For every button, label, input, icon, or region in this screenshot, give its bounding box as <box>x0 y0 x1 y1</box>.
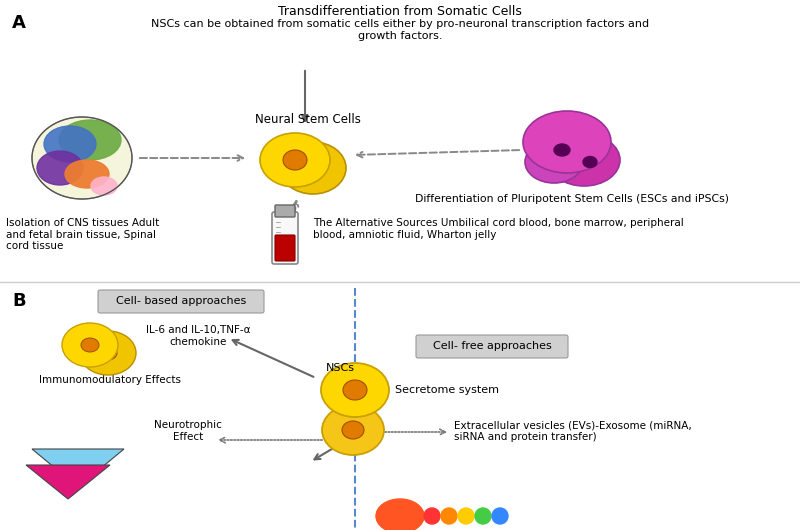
Ellipse shape <box>32 117 132 199</box>
Circle shape <box>475 508 491 524</box>
Ellipse shape <box>44 126 96 162</box>
Text: Secretome system: Secretome system <box>395 385 499 395</box>
Ellipse shape <box>523 111 611 173</box>
Text: Extracellular vesicles (EVs)-Exosome (miRNA,
siRNA and protein transfer): Extracellular vesicles (EVs)-Exosome (mi… <box>454 420 692 441</box>
Ellipse shape <box>376 499 424 530</box>
FancyBboxPatch shape <box>275 235 295 261</box>
Polygon shape <box>26 465 110 499</box>
Text: NSCs: NSCs <box>326 363 354 373</box>
Ellipse shape <box>99 346 117 360</box>
FancyBboxPatch shape <box>272 212 298 264</box>
Text: Cell- based approaches: Cell- based approaches <box>116 296 246 306</box>
Ellipse shape <box>280 142 346 194</box>
FancyBboxPatch shape <box>98 290 264 313</box>
Ellipse shape <box>342 421 364 439</box>
Ellipse shape <box>283 150 307 170</box>
Ellipse shape <box>321 363 389 417</box>
Ellipse shape <box>302 159 324 177</box>
Polygon shape <box>32 449 124 487</box>
Ellipse shape <box>91 177 117 195</box>
Text: Immunomodulatory Effects: Immunomodulatory Effects <box>39 375 181 385</box>
Ellipse shape <box>525 141 583 183</box>
FancyBboxPatch shape <box>416 335 568 358</box>
Circle shape <box>458 508 474 524</box>
Ellipse shape <box>554 144 570 156</box>
Text: IL-6 and IL-10,TNF-α
chemokine: IL-6 and IL-10,TNF-α chemokine <box>146 325 250 347</box>
Text: A: A <box>12 14 26 32</box>
Circle shape <box>492 508 508 524</box>
Ellipse shape <box>37 151 83 185</box>
Ellipse shape <box>81 338 99 352</box>
Ellipse shape <box>65 160 109 188</box>
Text: Cell- free approaches: Cell- free approaches <box>433 341 551 351</box>
Circle shape <box>424 508 440 524</box>
Ellipse shape <box>548 134 620 186</box>
Text: Differentiation of Pluripotent Stem Cells (ESCs and iPSCs): Differentiation of Pluripotent Stem Cell… <box>415 194 729 204</box>
Ellipse shape <box>59 120 121 160</box>
Text: Neural Stem Cells: Neural Stem Cells <box>255 113 361 126</box>
Text: NSCs can be obtained from somatic cells either by pro-neuronal transcription fac: NSCs can be obtained from somatic cells … <box>151 19 649 41</box>
FancyBboxPatch shape <box>275 205 295 217</box>
Text: Isolation of CNS tissues Adult
and fetal brain tissue, Spinal
cord tissue: Isolation of CNS tissues Adult and fetal… <box>6 218 159 251</box>
Ellipse shape <box>62 323 118 367</box>
Text: Transdifferentiation from Somatic Cells: Transdifferentiation from Somatic Cells <box>278 5 522 18</box>
Ellipse shape <box>583 156 597 167</box>
Text: Neurotrophic
Effect: Neurotrophic Effect <box>154 420 222 441</box>
Circle shape <box>441 508 457 524</box>
Ellipse shape <box>260 133 330 187</box>
Ellipse shape <box>343 380 367 400</box>
Ellipse shape <box>80 331 136 375</box>
Text: B: B <box>12 292 26 310</box>
Ellipse shape <box>322 405 384 455</box>
Text: The Alternative Sources Umbilical cord blood, bone marrow, peripheral
blood, amn: The Alternative Sources Umbilical cord b… <box>313 218 684 240</box>
